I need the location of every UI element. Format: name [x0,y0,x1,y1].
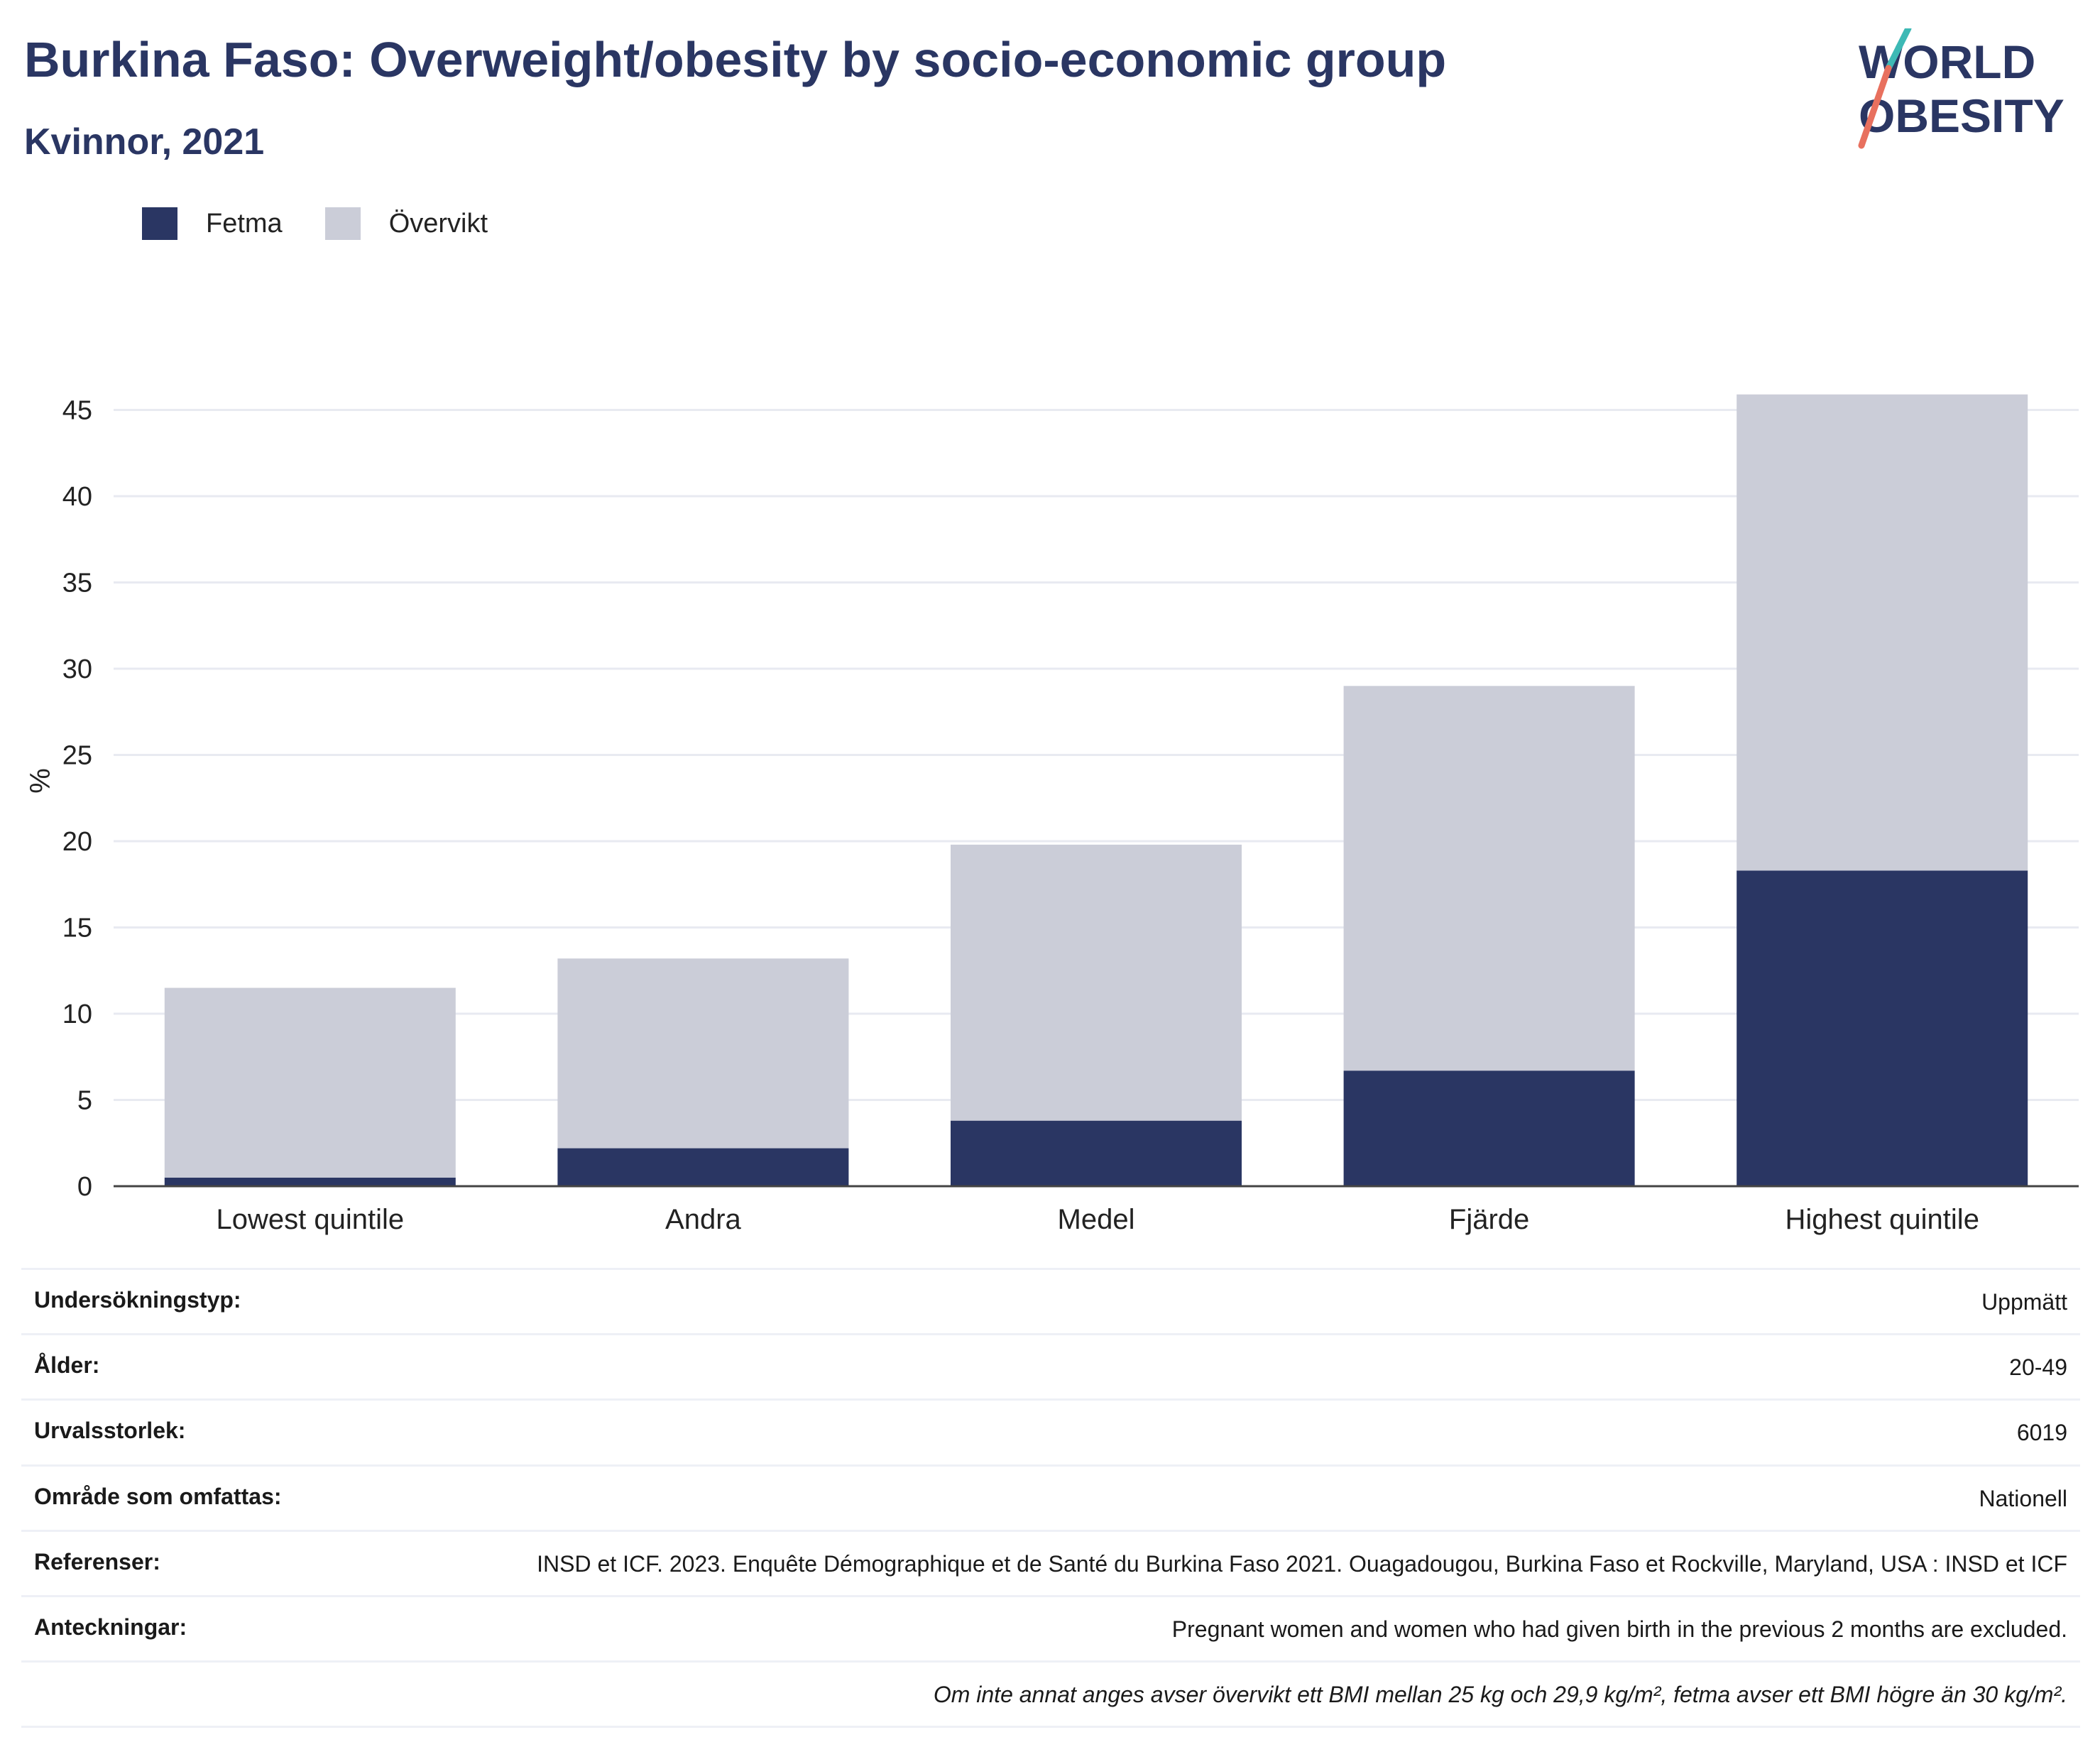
bmi-footnote: Om inte annat anges avser övervikt ett B… [933,1682,2067,1708]
info-value: Uppmätt [1981,1289,2067,1315]
info-label: Referenser: [34,1548,160,1575]
bar-fetma [164,1177,456,1186]
bar-fetma [951,1120,1242,1186]
y-tick-label: 5 [77,1086,92,1116]
x-tick-label: Highest quintile [1785,1204,1979,1235]
info-value: Nationell [1979,1485,2067,1511]
x-tick-label: Andra [665,1204,741,1235]
info-table: Undersökningstyp: Uppmätt Ålder: 20-49 U… [21,1268,2080,1729]
info-row-notes: Anteckningar: Pregnant women and women w… [21,1594,2080,1660]
info-row-survey-type: Undersökningstyp: Uppmätt [21,1268,2080,1333]
y-tick-label: 15 [62,914,92,943]
info-label: Urvalsstorlek: [34,1418,186,1444]
page-title: Burkina Faso: Overweight/obesity by soci… [24,32,1447,87]
info-value: 6019 [2016,1420,2067,1446]
info-label: Område som omfattas: [34,1483,282,1509]
bar-overvikt [557,958,849,1149]
bar-overvikt [1737,394,2028,871]
legend-item-overvikt: Övervikt [324,207,488,240]
page-subtitle: Kvinnor, 2021 [24,121,265,163]
info-row-references: Referenser: INSD et ICF. 2023. Enquête D… [21,1529,2080,1595]
stacked-bar-chart: 0 5 10 15 20 25 30 35 40 45% Lowest quintile Andra M… [25,394,2079,1235]
info-row-area: Område som omfattas: Nationell [21,1464,2080,1530]
y-tick-label: 25 [62,741,92,771]
y-tick-label: 20 [62,827,92,857]
legend-swatch-fetma [142,207,177,240]
info-value: INSD et ICF. 2023. Enquête Démographique… [537,1550,2067,1577]
bar-overvikt [951,844,1242,1121]
info-value: 20-49 [2009,1354,2067,1381]
y-tick-label: 40 [62,482,92,512]
svg-text:OBESITY: OBESITY [1859,89,2065,142]
bar-overvikt [164,987,456,1178]
chart-legend: Fetma Övervikt [142,207,530,240]
world-obesity-logo: WORLD OBESITY [1858,28,2065,149]
bar-fetma [1343,1070,1635,1186]
y-axis-label: % [25,768,56,794]
y-tick-label: 0 [77,1172,92,1202]
info-row-age: Ålder: 20-49 [21,1333,2080,1398]
legend-swatch-overvikt [324,207,361,240]
bar-overvikt [1343,686,1635,1071]
legend-item-fetma: Fetma [142,207,283,240]
info-label: Ålder: [34,1352,100,1379]
info-row-sample-size: Urvalsstorlek: 6019 [21,1398,2080,1464]
x-tick-label: Fjärde [1449,1204,1529,1235]
info-row-footnote: Om inte annat anges avser övervikt ett B… [21,1660,2080,1729]
x-tick-label: Medel [1058,1204,1135,1235]
legend-label-overvikt: Övervikt [388,208,488,239]
y-tick-label: 35 [62,569,92,598]
bar-fetma [557,1148,849,1186]
info-label: Anteckningar: [34,1614,187,1640]
y-tick-label: 45 [62,396,92,426]
y-tick-label: 10 [62,1000,92,1029]
info-value: Pregnant women and women who had given b… [1171,1616,2067,1642]
bar-fetma [1737,870,2028,1186]
y-tick-label: 30 [62,655,92,684]
legend-label-fetma: Fetma [206,208,283,239]
x-tick-label: Lowest quintile [216,1204,404,1235]
info-label: Undersökningstyp: [34,1287,241,1313]
